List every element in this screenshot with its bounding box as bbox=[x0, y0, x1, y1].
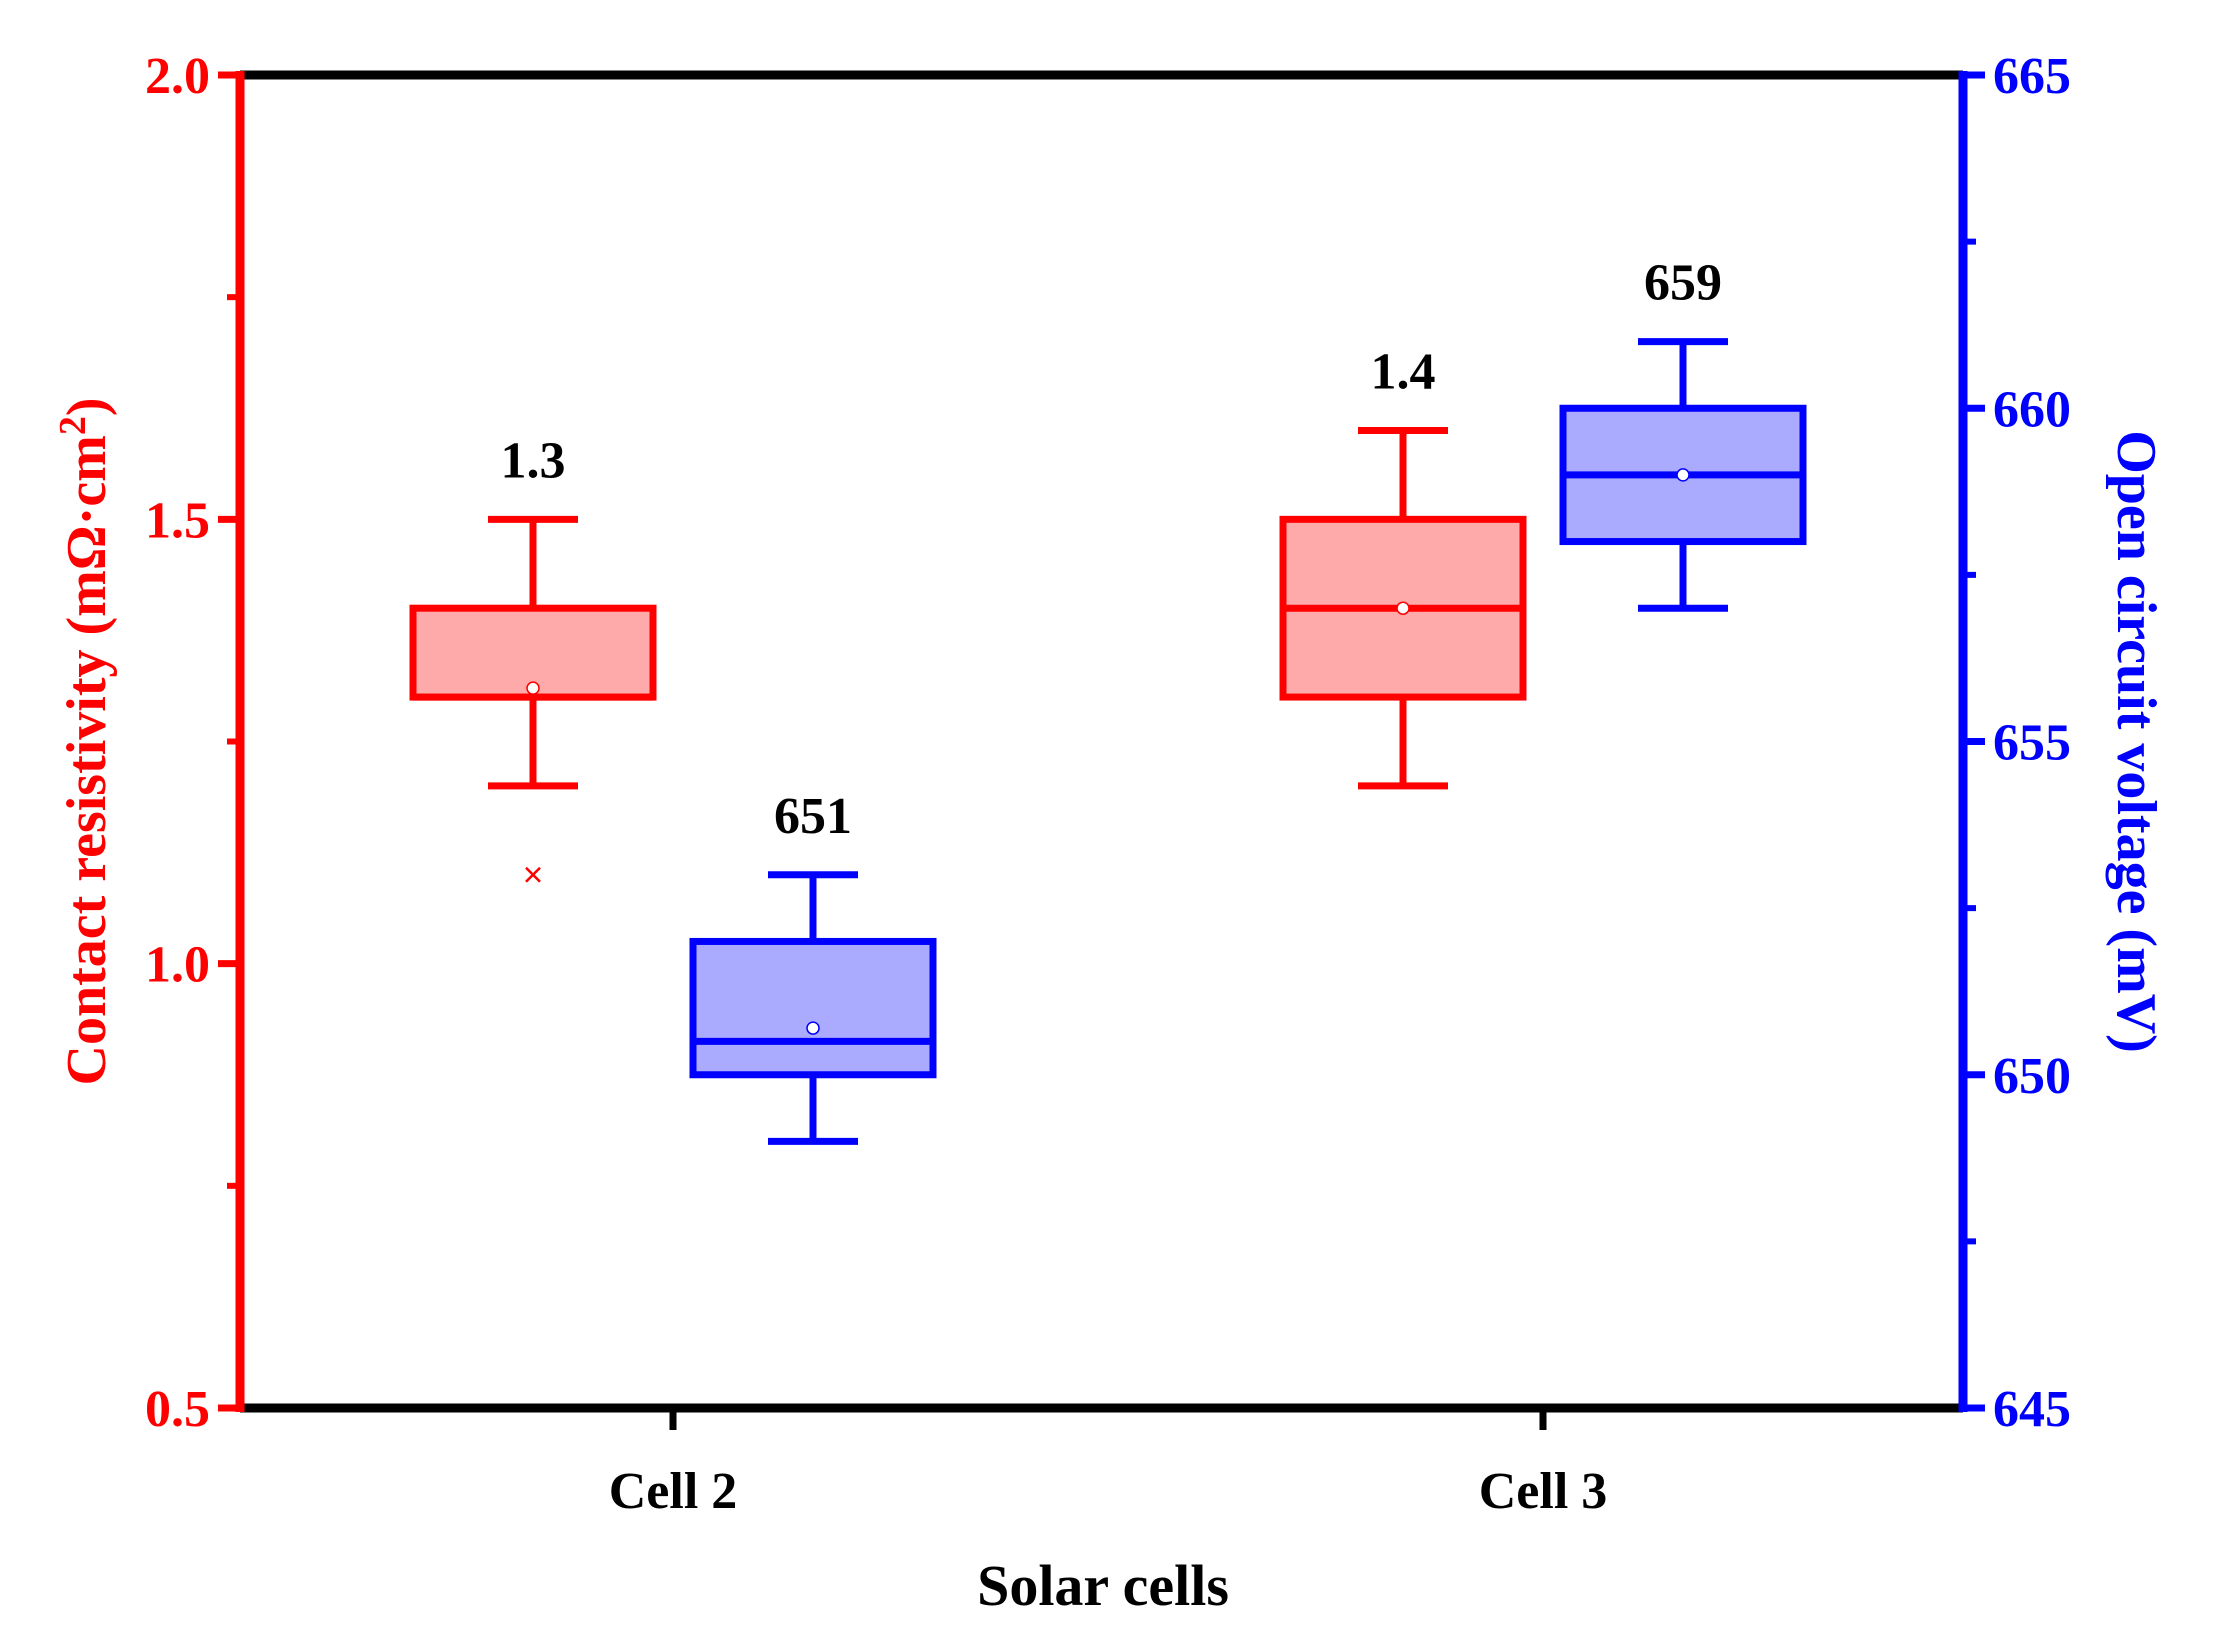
axes-layer bbox=[218, 70, 1985, 1430]
right-tick-label: 660 bbox=[1993, 381, 2071, 438]
left-tick-label: 1.5 bbox=[145, 492, 210, 549]
outlier-marker bbox=[525, 866, 541, 883]
right-tick-label: 655 bbox=[1993, 715, 2071, 772]
left-axis-title: Contact resistivity (mΩ·cm2) bbox=[52, 398, 118, 1086]
right-axis-title: Open circuit voltage (mV) bbox=[2105, 430, 2167, 1053]
box-annotation-label: 659 bbox=[1644, 255, 1722, 312]
mean-marker bbox=[1396, 601, 1410, 615]
box-iqr bbox=[689, 937, 937, 1079]
x-axis-title: Solar cells bbox=[977, 1553, 1229, 1618]
x-tick-label: Cell 2 bbox=[609, 1463, 738, 1520]
box-annotation-label: 1.4 bbox=[1371, 343, 1436, 400]
right-tick-label: 645 bbox=[1993, 1381, 2071, 1438]
mean-marker bbox=[806, 1021, 820, 1035]
right-tick-label: 650 bbox=[1993, 1048, 2071, 1105]
left-tick-label: 1.0 bbox=[145, 937, 210, 994]
mean-marker bbox=[526, 681, 540, 695]
left-tick-label: 2.0 bbox=[145, 48, 210, 105]
left-tick-label: 0.5 bbox=[145, 1381, 210, 1438]
box-annotation-label: 651 bbox=[774, 788, 852, 845]
box-annotation-label: 1.3 bbox=[501, 432, 566, 489]
right-tick-label: 665 bbox=[1993, 48, 2071, 105]
boxes-layer bbox=[409, 338, 1807, 1145]
mean-marker bbox=[1676, 468, 1690, 482]
labels-layer: Solar cells 0.5 1.0 1.5 2.0 645 650 655 660 665 C… bbox=[52, 48, 2167, 1618]
x-tick-label: Cell 3 bbox=[1479, 1463, 1608, 1520]
